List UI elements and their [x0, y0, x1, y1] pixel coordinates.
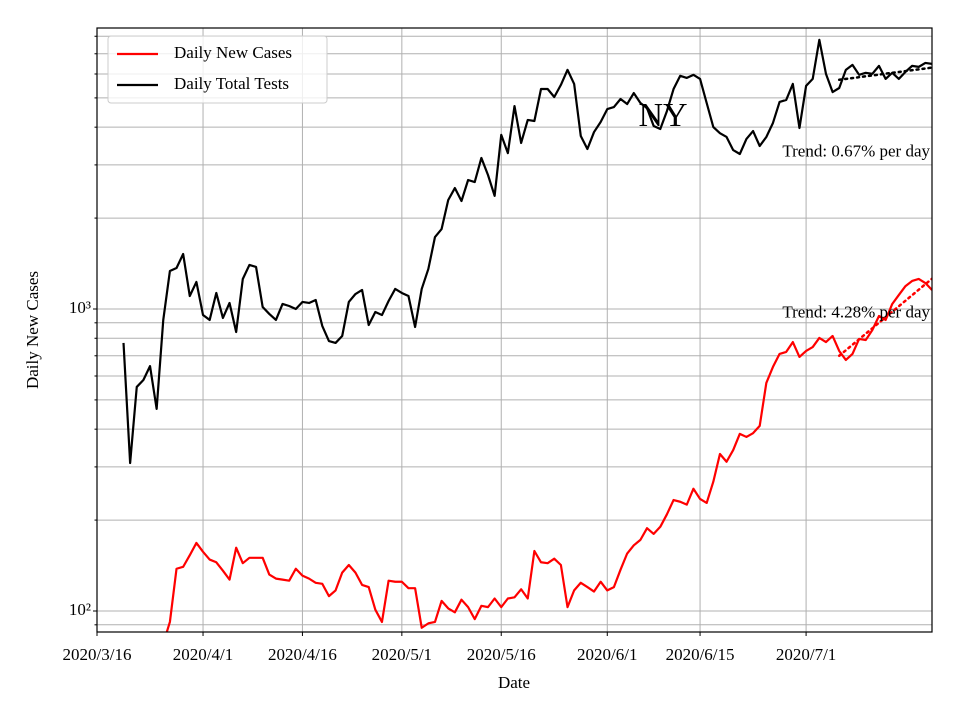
series-line	[165, 277, 932, 632]
x-tick-label: 2020/5/1	[372, 645, 432, 664]
annotation: NY	[638, 97, 687, 134]
plot-frame	[96, 27, 933, 633]
legend-box	[107, 35, 328, 104]
x-tick-label: 2020/6/15	[666, 645, 735, 664]
trend-line	[837, 277, 932, 358]
trend-label: Trend: 0.67% per day	[782, 141, 930, 160]
series-line	[122, 38, 932, 465]
axes: 10² 10³ 2020/3/16 2020/4/1 2020/4/16 2020/5/1…	[63, 35, 836, 664]
x-tick-label: 2020/3/16	[63, 645, 132, 664]
legend-label: Daily Total Tests	[174, 74, 289, 93]
legend-label: Daily New Cases	[174, 43, 292, 62]
y-axis-label: Daily New Cases	[23, 271, 42, 389]
x-axis-label: Date	[498, 673, 530, 692]
x-tick-label: 2020/4/16	[268, 645, 337, 664]
x-tick-label: 2020/4/1	[173, 645, 233, 664]
x-tick-label: 2020/6/1	[577, 645, 637, 664]
y-tick-label: 10³	[69, 298, 91, 317]
trend-line	[837, 66, 932, 82]
plot-lines	[122, 38, 932, 632]
x-tick-label: 2020/7/1	[776, 645, 836, 664]
trend-label: Trend: 4.28% per day	[782, 303, 930, 322]
x-tick-label: 2020/5/16	[467, 645, 536, 664]
y-tick-label: 10²	[69, 600, 91, 619]
legend: Daily New Cases Daily Total Tests	[107, 35, 328, 104]
grid	[96, 28, 932, 632]
